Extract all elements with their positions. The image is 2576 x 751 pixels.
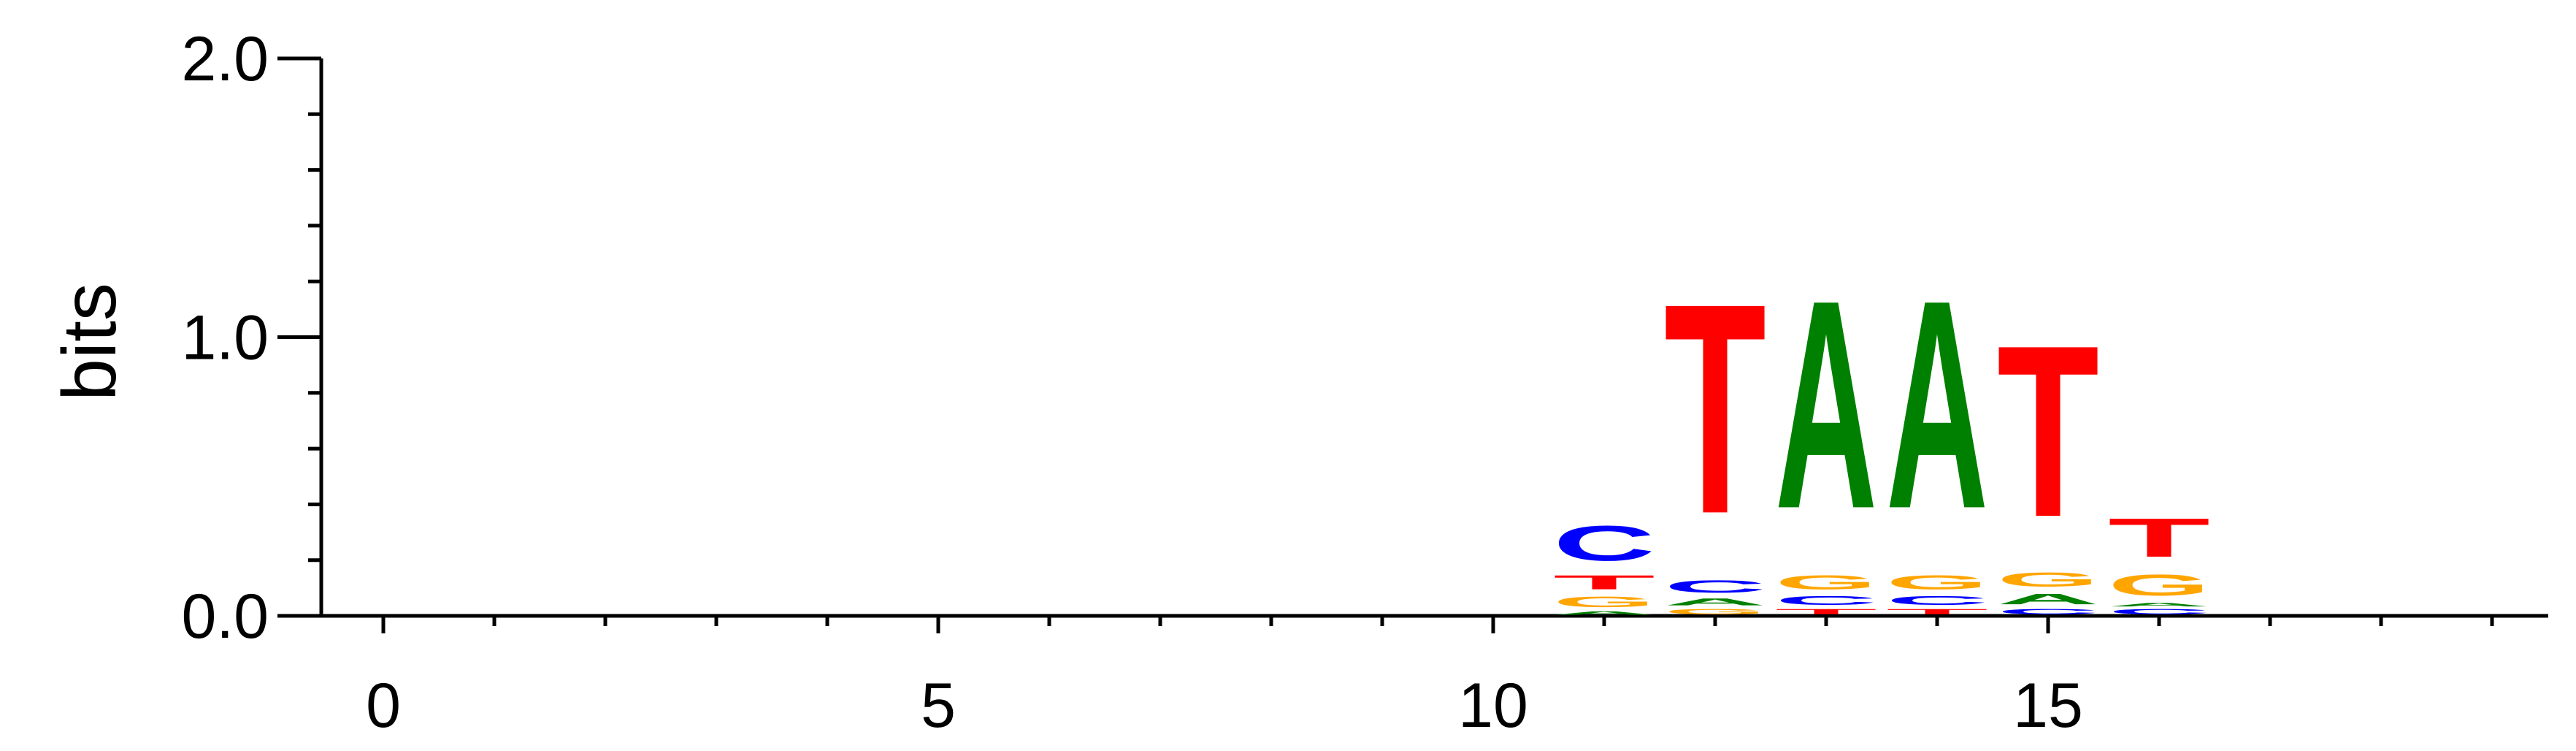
y-tick-label: 2.0 — [181, 24, 269, 94]
x-tick-label: 15 — [2013, 671, 2083, 741]
logo-letter-T: T — [1886, 608, 1988, 616]
logo-letter-G: G — [1886, 571, 1988, 594]
logo-letter-C: C — [1553, 515, 1655, 571]
logo-letter-C: C — [1664, 577, 1766, 597]
logo-letter-A: A — [1997, 591, 2099, 608]
logo-letter-G: G — [1664, 608, 1766, 616]
axes: 0.0 1.0 2.0 0 5 10 15 — [181, 24, 2548, 741]
logo-letter-T: T — [1664, 242, 1766, 576]
logo-letter-T: T — [2108, 507, 2210, 568]
logo-letter-A: A — [1664, 596, 1766, 607]
logo-letter-T: T — [1997, 294, 2099, 568]
logo-letter-C: C — [1997, 608, 2099, 616]
logo-letter-A: A — [1886, 237, 1988, 571]
logo-letter-G: G — [1775, 571, 1877, 594]
logo-letter-A: A — [1553, 610, 1655, 616]
logo-letter-G: G — [1553, 594, 1655, 611]
logo-letter-G: G — [2108, 568, 2210, 602]
x-tick-label: 5 — [921, 671, 956, 741]
x-tick-label: 0 — [366, 671, 401, 741]
logo-letter-A: A — [2108, 602, 2210, 608]
y-tick-label: 0.0 — [181, 582, 269, 652]
logo-letter-C: C — [1886, 593, 1988, 607]
y-axis-title: bits — [47, 283, 132, 401]
x-tick-label: 10 — [1458, 671, 1528, 741]
logo-letter-T: T — [1553, 571, 1655, 594]
logo-letter-T: T — [1775, 608, 1877, 616]
y-tick-label: 1.0 — [181, 303, 269, 373]
logo-letter-C: C — [2108, 608, 2210, 616]
logo-letter-C: C — [1775, 593, 1877, 607]
logo-letter-A: A — [1775, 237, 1877, 571]
logo-letter-G: G — [1997, 568, 2099, 591]
